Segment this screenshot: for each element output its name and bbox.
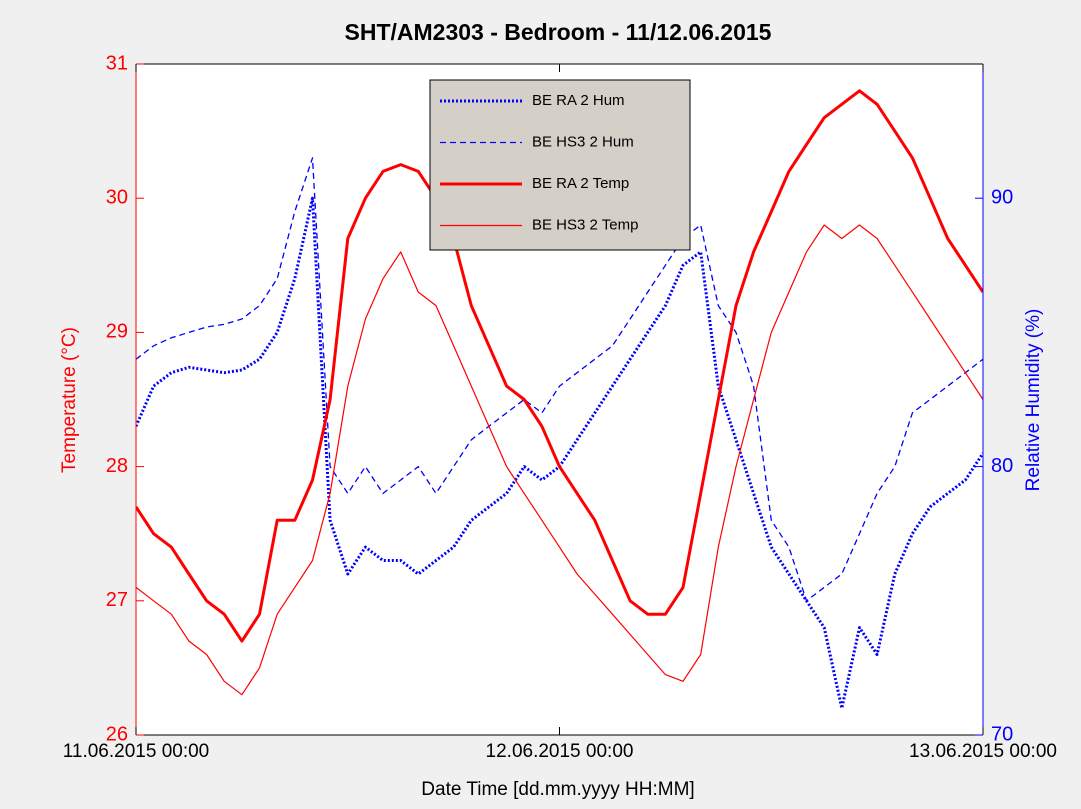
x-tick-label: 13.06.2015 00:00 bbox=[909, 741, 1057, 762]
y-tick-label: 30 bbox=[106, 186, 128, 208]
y2-tick-label: 80 bbox=[991, 455, 1013, 477]
legend-label: BE HS3 2 Hum bbox=[532, 133, 634, 150]
y2-tick-label: 70 bbox=[991, 723, 1013, 745]
legend-box bbox=[429, 79, 691, 251]
series-line bbox=[136, 224, 983, 696]
y2-axis-label: Relative Humidity (%) bbox=[1023, 309, 1044, 492]
legend-label: BE RA 2 Temp bbox=[532, 175, 629, 192]
legend-label: BE HS3 2 Temp bbox=[532, 216, 638, 233]
y-tick-label: 28 bbox=[106, 455, 128, 477]
y-tick-label: 29 bbox=[106, 321, 128, 343]
series-line bbox=[136, 157, 983, 602]
series-line bbox=[136, 89, 983, 643]
legend: BE RA 2 Hum BE HS3 2 Hum BE RA 2 Temp BE HS… bbox=[429, 79, 691, 251]
x-tick-label: 11.06.2015 00:00 bbox=[63, 741, 210, 762]
x-tick-label: 12.06.2015 00:00 bbox=[486, 741, 634, 762]
y-axis-label: Temperature (°C) bbox=[59, 327, 80, 473]
legend-label: BE RA 2 Hum bbox=[532, 92, 625, 109]
y-tick-label: 26 bbox=[106, 723, 128, 745]
chart-title: SHT/AM2303 - Bedroom - 11/12.06.2015 bbox=[345, 19, 772, 45]
y-tick-label: 31 bbox=[106, 52, 128, 74]
y-tick-label: 27 bbox=[106, 589, 128, 611]
y2-tick-label: 90 bbox=[991, 186, 1013, 208]
x-axis-label: Date Time [dd.mm.yyyy HH:MM] bbox=[421, 779, 694, 800]
